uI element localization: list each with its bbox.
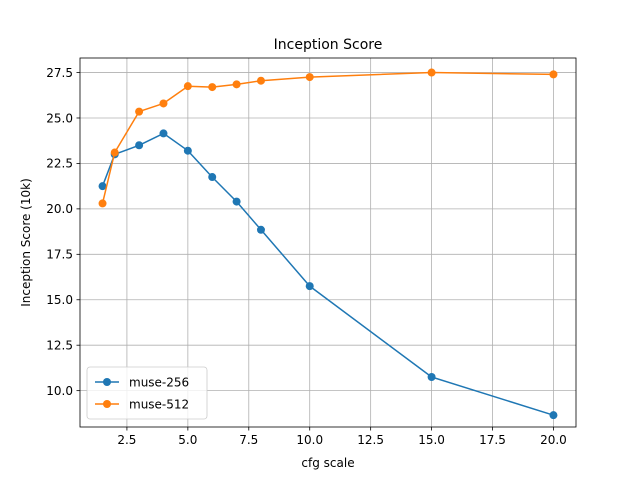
legend-box <box>86 366 208 420</box>
series-muse-512 <box>98 68 558 208</box>
data-point <box>98 199 107 208</box>
x-tick-label: 5.0 <box>178 433 197 447</box>
data-point <box>135 141 144 150</box>
data-point <box>208 173 217 182</box>
data-point <box>427 373 436 382</box>
data-point <box>232 197 241 206</box>
x-tick-label: 12.5 <box>357 433 384 447</box>
data-point <box>549 70 558 79</box>
data-point <box>110 148 119 157</box>
x-tick-label: 10.0 <box>296 433 323 447</box>
y-tick-label: 17.5 <box>46 248 73 262</box>
x-tick-label: 2.5 <box>117 433 136 447</box>
y-tick-label: 10.0 <box>46 384 73 398</box>
legend-label: muse-512 <box>129 397 189 411</box>
data-point <box>183 82 192 91</box>
x-axis-title: cfg scale <box>301 456 354 470</box>
y-tick-label: 15.0 <box>46 293 73 307</box>
data-point <box>549 411 558 420</box>
x-tick-label: 17.5 <box>479 433 506 447</box>
y-axis-title: Inception Score (10k) <box>19 178 33 307</box>
data-point <box>135 107 144 116</box>
data-point <box>98 182 107 191</box>
data-point <box>183 146 192 155</box>
data-point <box>232 80 241 89</box>
y-tick-label: 20.0 <box>46 202 73 216</box>
data-point <box>305 73 314 82</box>
x-tick-label: 20.0 <box>540 433 567 447</box>
data-point <box>208 83 217 92</box>
legend-label: muse-256 <box>129 375 189 389</box>
data-point <box>305 282 314 291</box>
plot-frame <box>79 57 577 428</box>
y-tick-label: 25.0 <box>46 111 73 125</box>
y-tick-label: 12.5 <box>46 339 73 353</box>
data-point <box>159 129 168 138</box>
data-point <box>256 76 265 85</box>
chart-title: Inception Score <box>274 37 383 53</box>
legend-swatch-marker <box>103 378 111 386</box>
data-point <box>256 225 265 234</box>
x-tick-label: 15.0 <box>418 433 445 447</box>
legend-swatch-marker <box>103 400 111 408</box>
legend: muse-256 muse-512 <box>86 366 208 420</box>
ticks: 2.5 5.0 7.5 10.0 12.5 15.0 17.5 20.0 10.0 12.5 15.… <box>46 66 567 447</box>
y-tick-label: 22.5 <box>46 157 73 171</box>
series-layer <box>98 68 558 420</box>
data-point <box>159 99 168 108</box>
y-tick-label: 27.5 <box>46 66 73 80</box>
x-tick-label: 7.5 <box>239 433 258 447</box>
data-point <box>427 68 436 77</box>
